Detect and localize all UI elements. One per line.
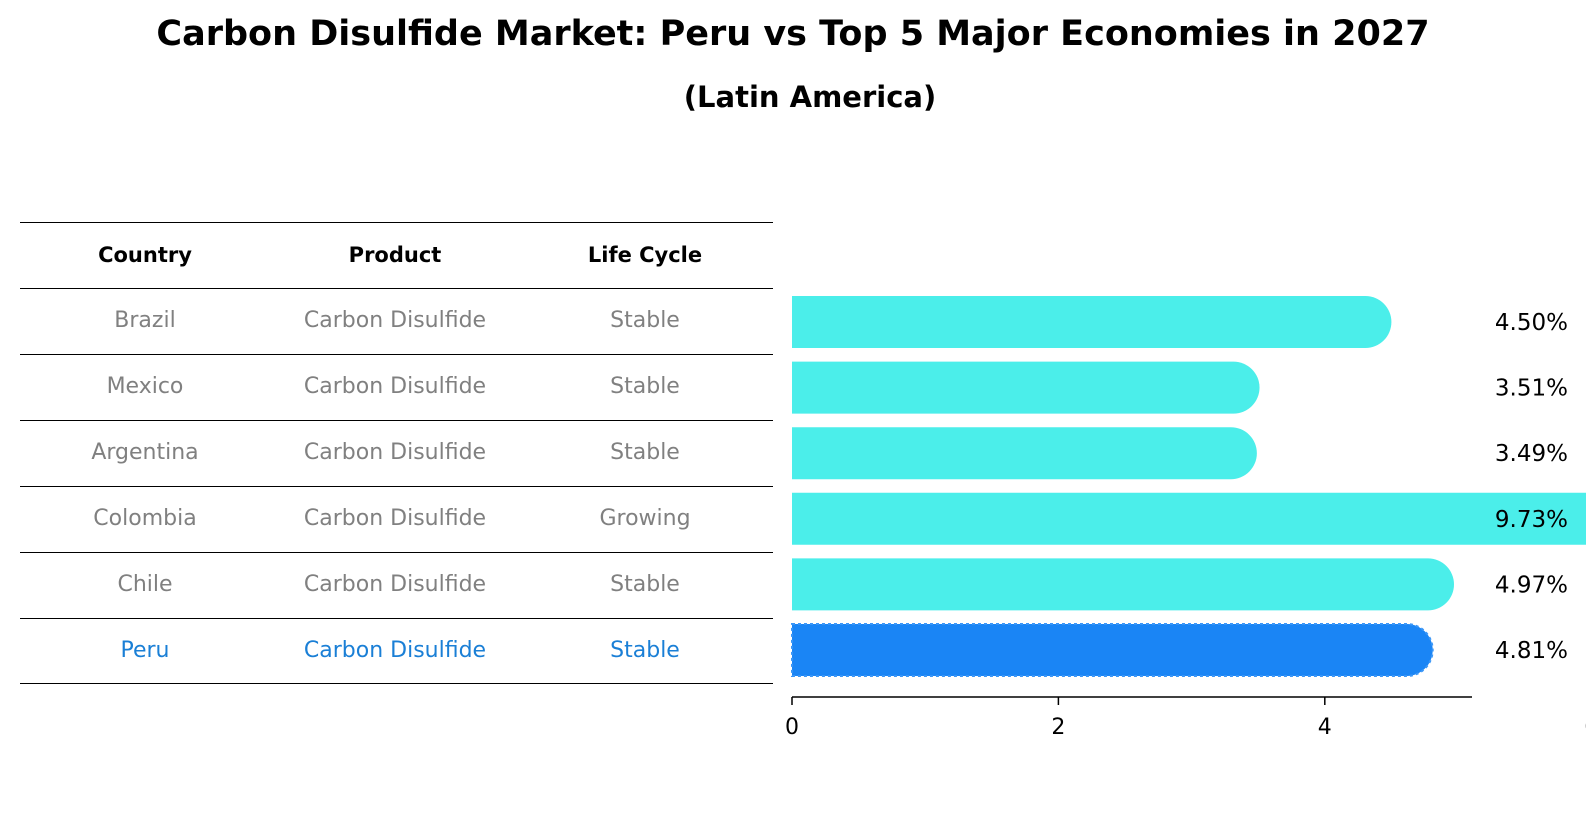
data-label: 4.50% [1495, 310, 1568, 336]
cell-product: Carbon Disulfide [303, 506, 487, 531]
cell-country: Colombia [93, 506, 197, 531]
data-label: 3.51% [1495, 376, 1568, 402]
cell-life-cycle: Growing [599, 506, 691, 531]
cell-country: Argentina [91, 440, 199, 465]
data-label: 9.73% [1495, 507, 1568, 533]
cell-life-cycle: Stable [610, 440, 680, 465]
table-row: Brazil Carbon Disulfide Stable [20, 288, 773, 354]
chart-title: Carbon Disulfide Market: Peru vs Top 5 M… [156, 14, 1430, 54]
cell-product: Carbon Disulfide [303, 308, 487, 333]
table-row: Mexico Carbon Disulfide Stable [20, 354, 773, 420]
table-header-row: Country Product Life Cycle [20, 222, 773, 288]
x-tick-label: 4 [1318, 715, 1332, 740]
cell-product: Carbon Disulfide [303, 638, 487, 663]
cell-country: Peru [120, 638, 170, 663]
x-tick-label: 6 [1584, 715, 1586, 740]
cell-country: Chile [117, 572, 173, 597]
cell-life-cycle: Stable [610, 638, 680, 663]
cell-life-cycle: Stable [610, 308, 680, 333]
data-table: Country Product Life Cycle Brazil Carbon… [20, 222, 773, 684]
table-row: Argentina Carbon Disulfide Stable [20, 420, 773, 486]
bar [792, 361, 1260, 414]
cell-product: Carbon Disulfide [303, 374, 487, 399]
table-row-highlighted: Peru Carbon Disulfide Stable [20, 618, 773, 684]
header-country: Country [98, 243, 192, 267]
cell-country: Brazil [114, 308, 176, 333]
cell-country: Mexico [106, 374, 184, 399]
header-life-cycle: Life Cycle [587, 243, 703, 267]
x-tick-label: 0 [785, 715, 799, 740]
bar [792, 427, 1257, 480]
chart-subtitle: (Latin America) [683, 80, 937, 114]
data-label: 4.81% [1495, 638, 1568, 664]
header-product: Product [348, 243, 442, 267]
data-label: 4.97% [1495, 572, 1568, 598]
bar [792, 492, 1586, 545]
table-row: Colombia Carbon Disulfide Growing [20, 486, 773, 552]
x-tick-label: 2 [1051, 715, 1065, 740]
table-row: Chile Carbon Disulfide Stable [20, 552, 773, 618]
bar-highlighted [791, 623, 1434, 677]
cell-life-cycle: Stable [610, 374, 680, 399]
cell-product: Carbon Disulfide [303, 572, 487, 597]
cell-life-cycle: Stable [610, 572, 680, 597]
cell-product: Carbon Disulfide [303, 440, 487, 465]
data-label: 3.49% [1495, 441, 1568, 467]
bar [792, 558, 1455, 611]
bar [792, 296, 1392, 348]
